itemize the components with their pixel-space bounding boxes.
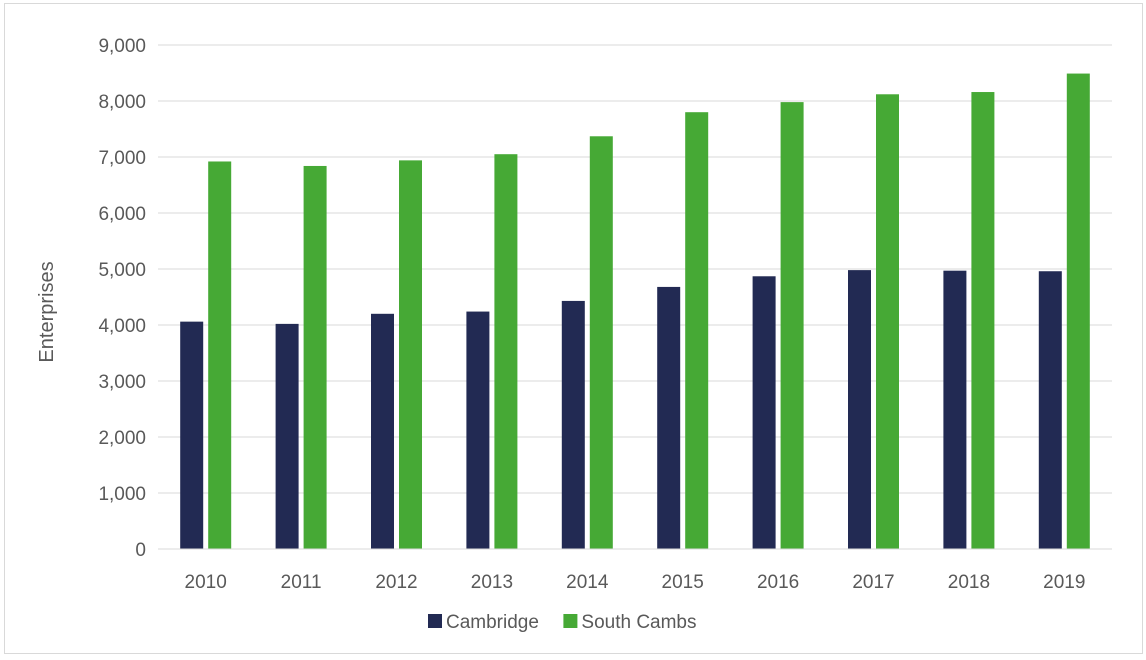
gridlines — [158, 44, 1112, 494]
bar-south-cambs-2014 — [589, 136, 613, 549]
legend-swatch-cambridge — [428, 614, 442, 628]
y-tick-label: 0 — [135, 540, 146, 561]
bar-chart: 0 1,000 2,000 3,000 4,000 5,000 6,000 7,000 8,00… — [36, 36, 1112, 633]
y-tick-label: 8,000 — [98, 92, 146, 113]
bars — [180, 73, 1090, 550]
bar-cambridge-2010 — [180, 321, 204, 549]
x-tick-label: 2013 — [471, 572, 513, 593]
chart-frame: 0 1,000 2,000 3,000 4,000 5,000 6,000 7,000 8,00… — [4, 3, 1143, 654]
y-tick-label: 4,000 — [98, 316, 146, 337]
legend-swatch-south-cambs — [563, 614, 578, 628]
y-tick-label: 9,000 — [98, 36, 146, 57]
y-tick-label: 1,000 — [98, 484, 146, 505]
bar-south-cambs-2011 — [303, 165, 327, 549]
legend-label-cambridge: Cambridge — [446, 612, 539, 633]
bar-cambridge-2018 — [943, 270, 967, 549]
x-tick-label: 2019 — [1043, 572, 1085, 593]
x-tick-label: 2010 — [185, 572, 227, 593]
bar-south-cambs-2010 — [208, 161, 232, 550]
y-tick-label: 7,000 — [98, 148, 146, 169]
bar-cambridge-2019 — [1038, 271, 1062, 549]
y-tick-label: 5,000 — [98, 260, 146, 281]
x-axis-tick-labels: 2010 2011 2012 2013 2014 2015 2016 2017 2018 2019 — [185, 572, 1086, 593]
bar-south-cambs-2018 — [971, 92, 995, 549]
y-axis-tick-labels: 0 1,000 2,000 3,000 4,000 5,000 6,000 7,000 8,00… — [98, 36, 146, 561]
bar-south-cambs-2013 — [494, 154, 518, 549]
bar-cambridge-2015 — [657, 286, 681, 549]
bar-south-cambs-2012 — [399, 160, 422, 550]
x-tick-label: 2017 — [852, 572, 894, 593]
bar-cambridge-2013 — [466, 311, 490, 549]
bar-cambridge-2011 — [275, 323, 299, 549]
bar-south-cambs-2015 — [685, 112, 709, 549]
bar-cambridge-2016 — [752, 276, 776, 549]
legend: Cambridge South Cambs — [428, 612, 697, 633]
x-tick-label: 2012 — [375, 572, 417, 593]
bar-cambridge-2012 — [371, 313, 394, 549]
y-tick-label: 2,000 — [98, 428, 146, 449]
bar-cambridge-2014 — [561, 300, 585, 549]
y-tick-label: 3,000 — [98, 372, 146, 393]
bar-cambridge-2017 — [848, 270, 871, 549]
y-axis-title: Enterprises — [36, 261, 58, 362]
x-tick-label: 2015 — [662, 572, 704, 593]
legend-label-south-cambs: South Cambs — [581, 612, 696, 633]
x-tick-label: 2018 — [948, 572, 990, 593]
bar-south-cambs-2019 — [1066, 73, 1090, 549]
bar-south-cambs-2016 — [780, 102, 804, 550]
x-tick-label: 2014 — [566, 572, 609, 593]
bar-south-cambs-2017 — [876, 94, 899, 549]
x-tick-label: 2016 — [757, 572, 799, 593]
y-tick-label: 6,000 — [98, 204, 146, 225]
x-tick-label: 2011 — [281, 572, 322, 593]
